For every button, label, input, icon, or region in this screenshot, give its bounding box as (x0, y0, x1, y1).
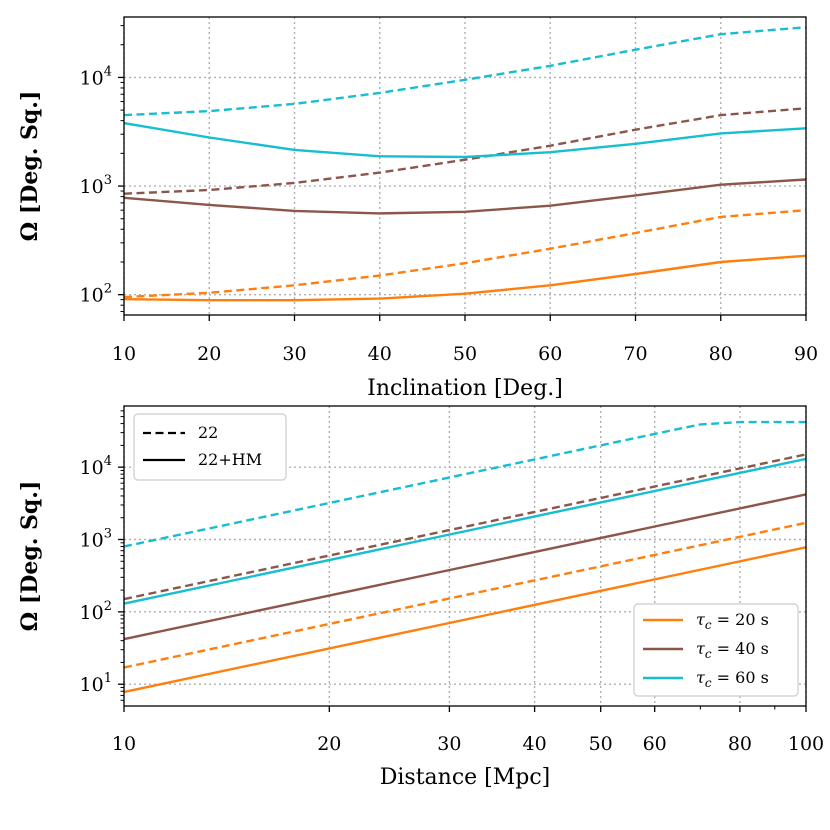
color-legend: τc = 20 sτc = 40 sτc = 60 s (633, 603, 799, 697)
legend-tau: τ (696, 639, 706, 658)
x-tick-label: 40 (523, 733, 547, 755)
x-tick-label: 20 (317, 733, 341, 755)
color-legend-label: τc = 60 s (696, 668, 769, 690)
y-tick-exponent: 4 (104, 64, 112, 79)
y-tick-exponent: 2 (104, 599, 112, 614)
y-tick-exponent: 2 (104, 282, 112, 297)
x-axis-label: Distance [Mpc] (380, 765, 551, 790)
y-axis-label: Ω [Deg. Sq.] (17, 481, 43, 632)
color-legend-box (633, 603, 799, 697)
legend-value: = 40 s (712, 639, 769, 658)
series-group (124, 26, 806, 302)
legend-subscript: c (705, 618, 712, 632)
y-axis-label: Ω [Deg. Sq.] (17, 91, 43, 242)
y-tick-label: 103 (80, 527, 112, 552)
legend-value: = 60 s (712, 668, 769, 687)
series-line-60s-22HM (124, 457, 806, 605)
style-legend-label: 22+HM (198, 450, 262, 469)
y-tick-exponent: 3 (104, 527, 112, 542)
y-tick-base: 10 (80, 67, 104, 89)
series-line-40s-22 (124, 453, 806, 601)
series-line-40s-22HM (124, 178, 806, 215)
y-tick-label: 103 (80, 173, 112, 198)
x-tick-label: 50 (453, 343, 477, 365)
color-legend-label: τc = 20 s (696, 610, 769, 632)
x-tick-label: 70 (623, 343, 647, 365)
series-line-60s-22 (124, 26, 806, 117)
y-tick-label: 102 (80, 282, 112, 307)
x-tick-label: 60 (643, 733, 667, 755)
x-tick-label: 10 (112, 733, 136, 755)
series-line-40s-22HM (124, 493, 806, 641)
y-tick-label: 102 (80, 599, 112, 624)
legend-subscript: c (705, 676, 712, 690)
y-tick-label: 104 (80, 454, 112, 479)
y-tick-exponent: 4 (104, 454, 112, 469)
x-tick-label: 90 (794, 343, 818, 365)
y-tick-base: 10 (80, 674, 104, 696)
x-tick-label: 20 (197, 343, 221, 365)
legend-tau: τ (696, 610, 706, 629)
series-line-60s-22 (124, 420, 806, 548)
x-tick-label: 80 (728, 733, 752, 755)
style-legend-label: 22 (198, 423, 218, 442)
x-tick-label: 80 (709, 343, 733, 365)
legend-tau: τ (696, 668, 706, 687)
x-tick-label: 60 (538, 343, 562, 365)
series-line-60s-22HM (124, 121, 806, 159)
y-tick-label: 101 (80, 671, 112, 696)
y-tick-base: 10 (80, 457, 104, 479)
y-tick-label: 104 (80, 64, 112, 89)
style-legend: 22 22+HM (133, 413, 287, 481)
legend-value: = 20 s (712, 610, 769, 629)
x-tick-label: 30 (437, 733, 461, 755)
series-line-20s-22HM (124, 254, 806, 302)
x-tick-label: 10 (112, 343, 136, 365)
style-legend-box (133, 413, 287, 481)
y-tick-base: 10 (80, 602, 104, 624)
series-line-20s-22HM (124, 546, 806, 694)
x-tick-label: 100 (788, 733, 824, 755)
series-line-20s-22 (124, 209, 806, 299)
x-axis-label: Inclination [Deg.] (367, 376, 563, 401)
y-tick-exponent: 1 (104, 671, 112, 686)
y-tick-base: 10 (80, 176, 104, 198)
y-tick-base: 10 (80, 285, 104, 307)
series-line-20s-22 (124, 521, 806, 669)
axes-frame (123, 16, 807, 316)
x-tick-label: 30 (282, 343, 306, 365)
series-group (124, 420, 806, 694)
legend-subscript: c (705, 647, 712, 661)
x-tick-label: 50 (589, 733, 613, 755)
series-line-40s-22 (124, 107, 806, 195)
y-tick-exponent: 3 (104, 173, 112, 188)
y-tick-base: 10 (80, 530, 104, 552)
x-tick-label: 40 (368, 343, 392, 365)
color-legend-label: τc = 40 s (696, 639, 769, 661)
